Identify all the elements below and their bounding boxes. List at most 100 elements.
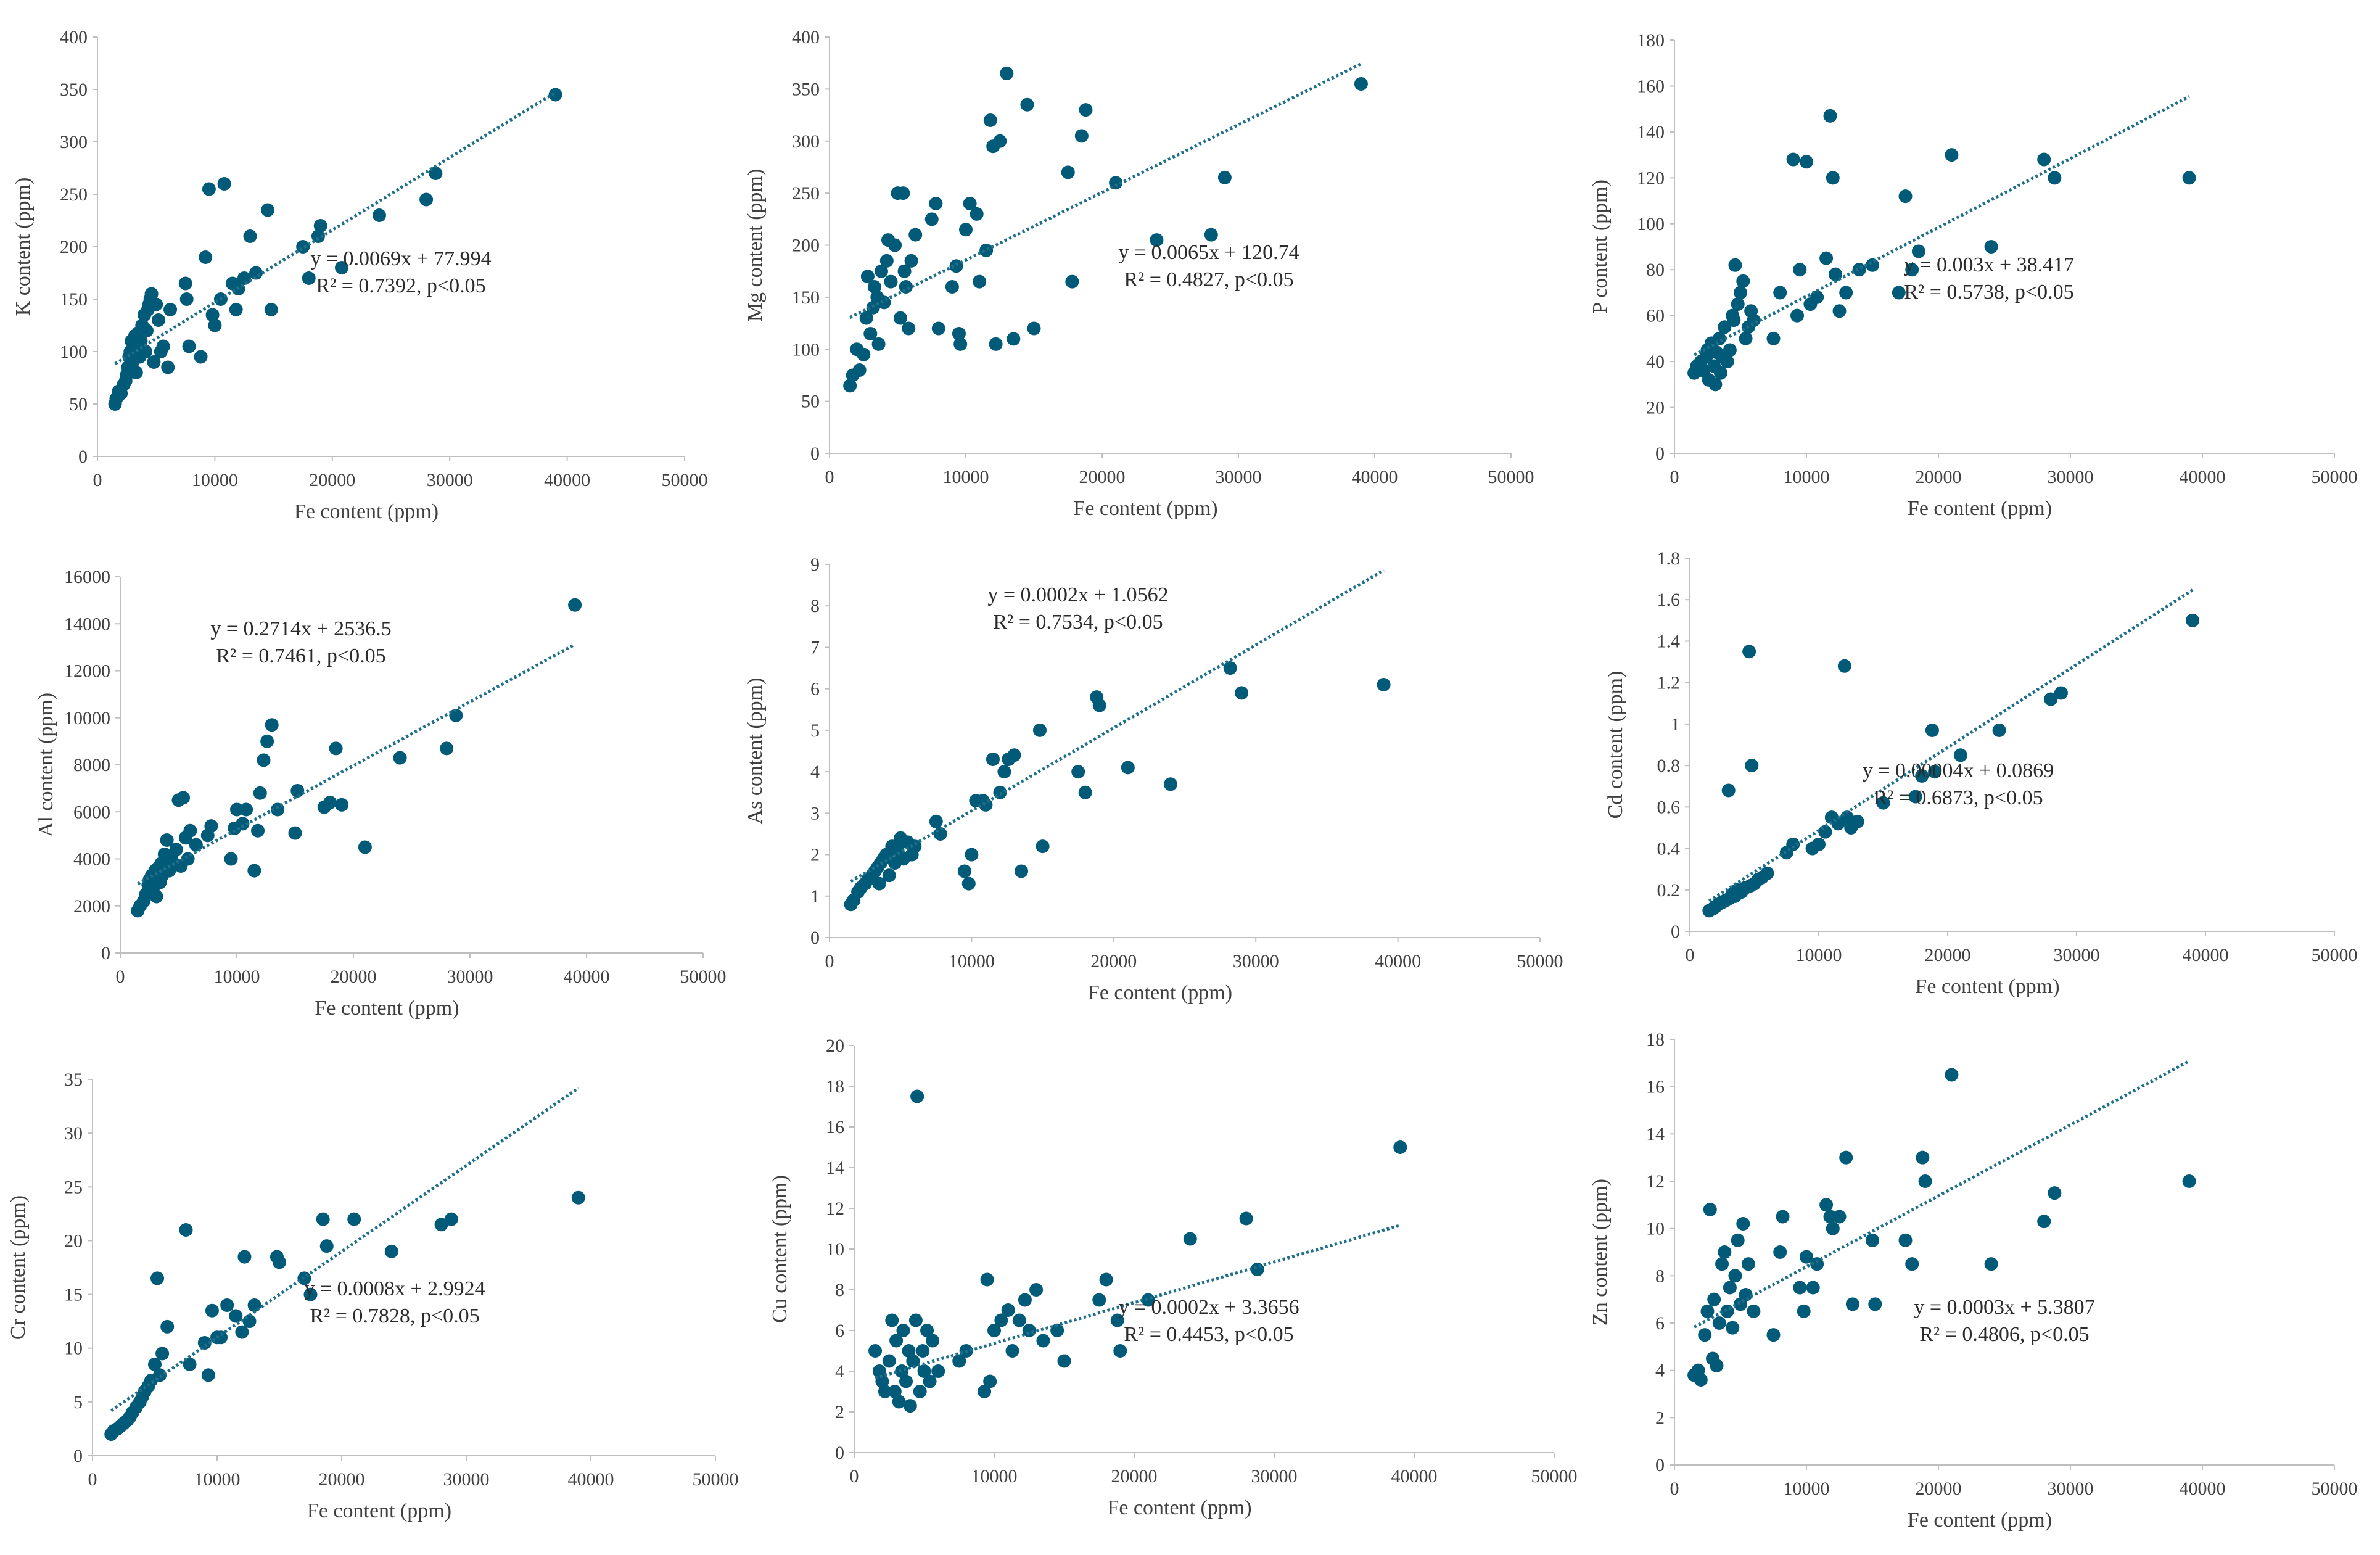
y-tick-label: 1 <box>1671 714 1680 735</box>
data-point <box>316 1212 330 1226</box>
data-point <box>217 177 231 191</box>
y-tick-label: 100 <box>792 339 820 360</box>
data-point <box>924 212 939 226</box>
x-tick-label: 20000 <box>1090 951 1137 971</box>
data-point <box>1022 1324 1036 1337</box>
data-point <box>1183 1232 1197 1246</box>
data-point <box>953 337 968 351</box>
regression-equation: y = 0.2714x + 2536.5 <box>210 617 391 640</box>
x-tick-label: 10000 <box>971 1466 1018 1487</box>
chart-panel-5: 0 1 2 3 4 5 6 7 8 9 0 10000 20000 30000 40000 50000 Fe c… <box>744 555 1563 1004</box>
data-point <box>251 823 265 838</box>
y-tick-label: 250 <box>792 183 820 204</box>
y-axis-label: P content (ppm) <box>1589 179 1612 314</box>
data-point <box>1823 109 1837 123</box>
data-point <box>945 280 959 294</box>
data-point <box>169 843 183 857</box>
data-point <box>1736 1217 1750 1231</box>
data-point <box>1810 1257 1824 1271</box>
x-tick-label: 50000 <box>2312 467 2358 487</box>
x-tick-label: 30000 <box>2048 1479 2094 1499</box>
x-tick-label: 30000 <box>1233 951 1279 971</box>
data-point <box>183 823 197 838</box>
chart-panel-9: 0 2 4 6 8 10 12 14 16 18 0 10000 20000 30000 40000 5000… <box>1589 1029 2358 1532</box>
x-tick-label: 40000 <box>2183 945 2229 965</box>
trendline <box>110 1087 580 1412</box>
y-tick-label: 10 <box>826 1239 844 1260</box>
x-tick-label: 10000 <box>194 1469 241 1490</box>
data-point <box>1945 1068 1959 1082</box>
y-axis-label: Zn content (ppm) <box>1589 1179 1612 1326</box>
data-point <box>959 223 973 237</box>
trendline <box>849 62 1362 320</box>
data-point <box>1928 765 1942 779</box>
data-point <box>1015 864 1029 878</box>
data-point <box>1027 321 1041 336</box>
data-point <box>199 250 213 264</box>
data-point <box>860 270 875 284</box>
chart-panel-2: 0 50 100 150 200 250 300 350 400 0 10000 20000 30000… <box>744 27 1534 520</box>
data-point <box>1012 1313 1026 1327</box>
data-point <box>220 1298 234 1312</box>
data-point <box>434 1218 448 1232</box>
data-point <box>871 337 886 351</box>
x-tick-label: 50000 <box>693 1469 739 1490</box>
data-point <box>1984 1257 1998 1271</box>
data-point <box>987 1324 1001 1337</box>
data-point <box>929 197 943 210</box>
data-point <box>1766 1328 1781 1342</box>
y-tick-label: 0 <box>835 1443 844 1463</box>
data-point <box>879 254 894 268</box>
y-tick-label: 0 <box>78 447 88 467</box>
data-point <box>194 350 208 364</box>
x-tick-label: 0 <box>1670 467 1679 487</box>
data-point <box>884 274 898 289</box>
data-point <box>1018 1293 1032 1307</box>
x-axis-label: Fe content (ppm) <box>1908 497 2052 520</box>
data-point <box>1806 1281 1820 1295</box>
data-point <box>963 197 977 210</box>
data-point <box>449 708 463 722</box>
data-point <box>265 718 279 732</box>
x-tick-label: 0 <box>93 470 102 490</box>
data-point <box>242 1314 257 1329</box>
y-tick-label: 0 <box>1671 922 1680 942</box>
y-tick-label: 0 <box>101 943 110 963</box>
data-point <box>1776 1210 1790 1224</box>
y-tick-label: 4000 <box>73 849 110 870</box>
x-tick-label: 10000 <box>192 470 238 490</box>
data-point <box>329 741 343 756</box>
data-point <box>979 243 994 257</box>
data-point <box>1071 765 1085 779</box>
y-tick-label: 8000 <box>73 755 110 775</box>
data-point <box>868 1344 883 1358</box>
y-tick-label: 1.8 <box>1657 548 1681 569</box>
data-point <box>1731 1233 1745 1247</box>
y-tick-label: 0 <box>73 1446 83 1466</box>
chart-panel-6: 0 0.2 0.4 0.6 0.8 1 1.2 1.4 1.6 1.8 0 10000 20000 300… <box>1604 548 2358 998</box>
data-point <box>214 1330 228 1345</box>
r-squared-label: R² = 0.4827, p<0.05 <box>1124 268 1293 291</box>
data-point <box>980 1272 994 1287</box>
data-point <box>548 88 562 102</box>
data-point <box>859 311 873 325</box>
data-point <box>253 786 267 800</box>
data-point <box>384 1244 398 1258</box>
data-point <box>888 238 902 252</box>
data-point <box>229 1309 243 1323</box>
data-point <box>264 303 278 316</box>
x-axis-label: Fe content (ppm) <box>1073 497 1217 520</box>
data-point <box>311 229 325 243</box>
x-tick-label: 0 <box>850 1466 859 1487</box>
data-point <box>2182 171 2196 185</box>
y-tick-label: 400 <box>792 27 820 47</box>
data-point <box>296 240 310 254</box>
data-point <box>902 1344 916 1358</box>
data-point <box>1720 1304 1734 1318</box>
y-tick-label: 5 <box>810 720 820 741</box>
data-point <box>230 802 244 817</box>
y-tick-label: 8 <box>835 1280 844 1300</box>
data-point <box>1790 308 1805 323</box>
y-tick-label: 35 <box>64 1070 83 1090</box>
